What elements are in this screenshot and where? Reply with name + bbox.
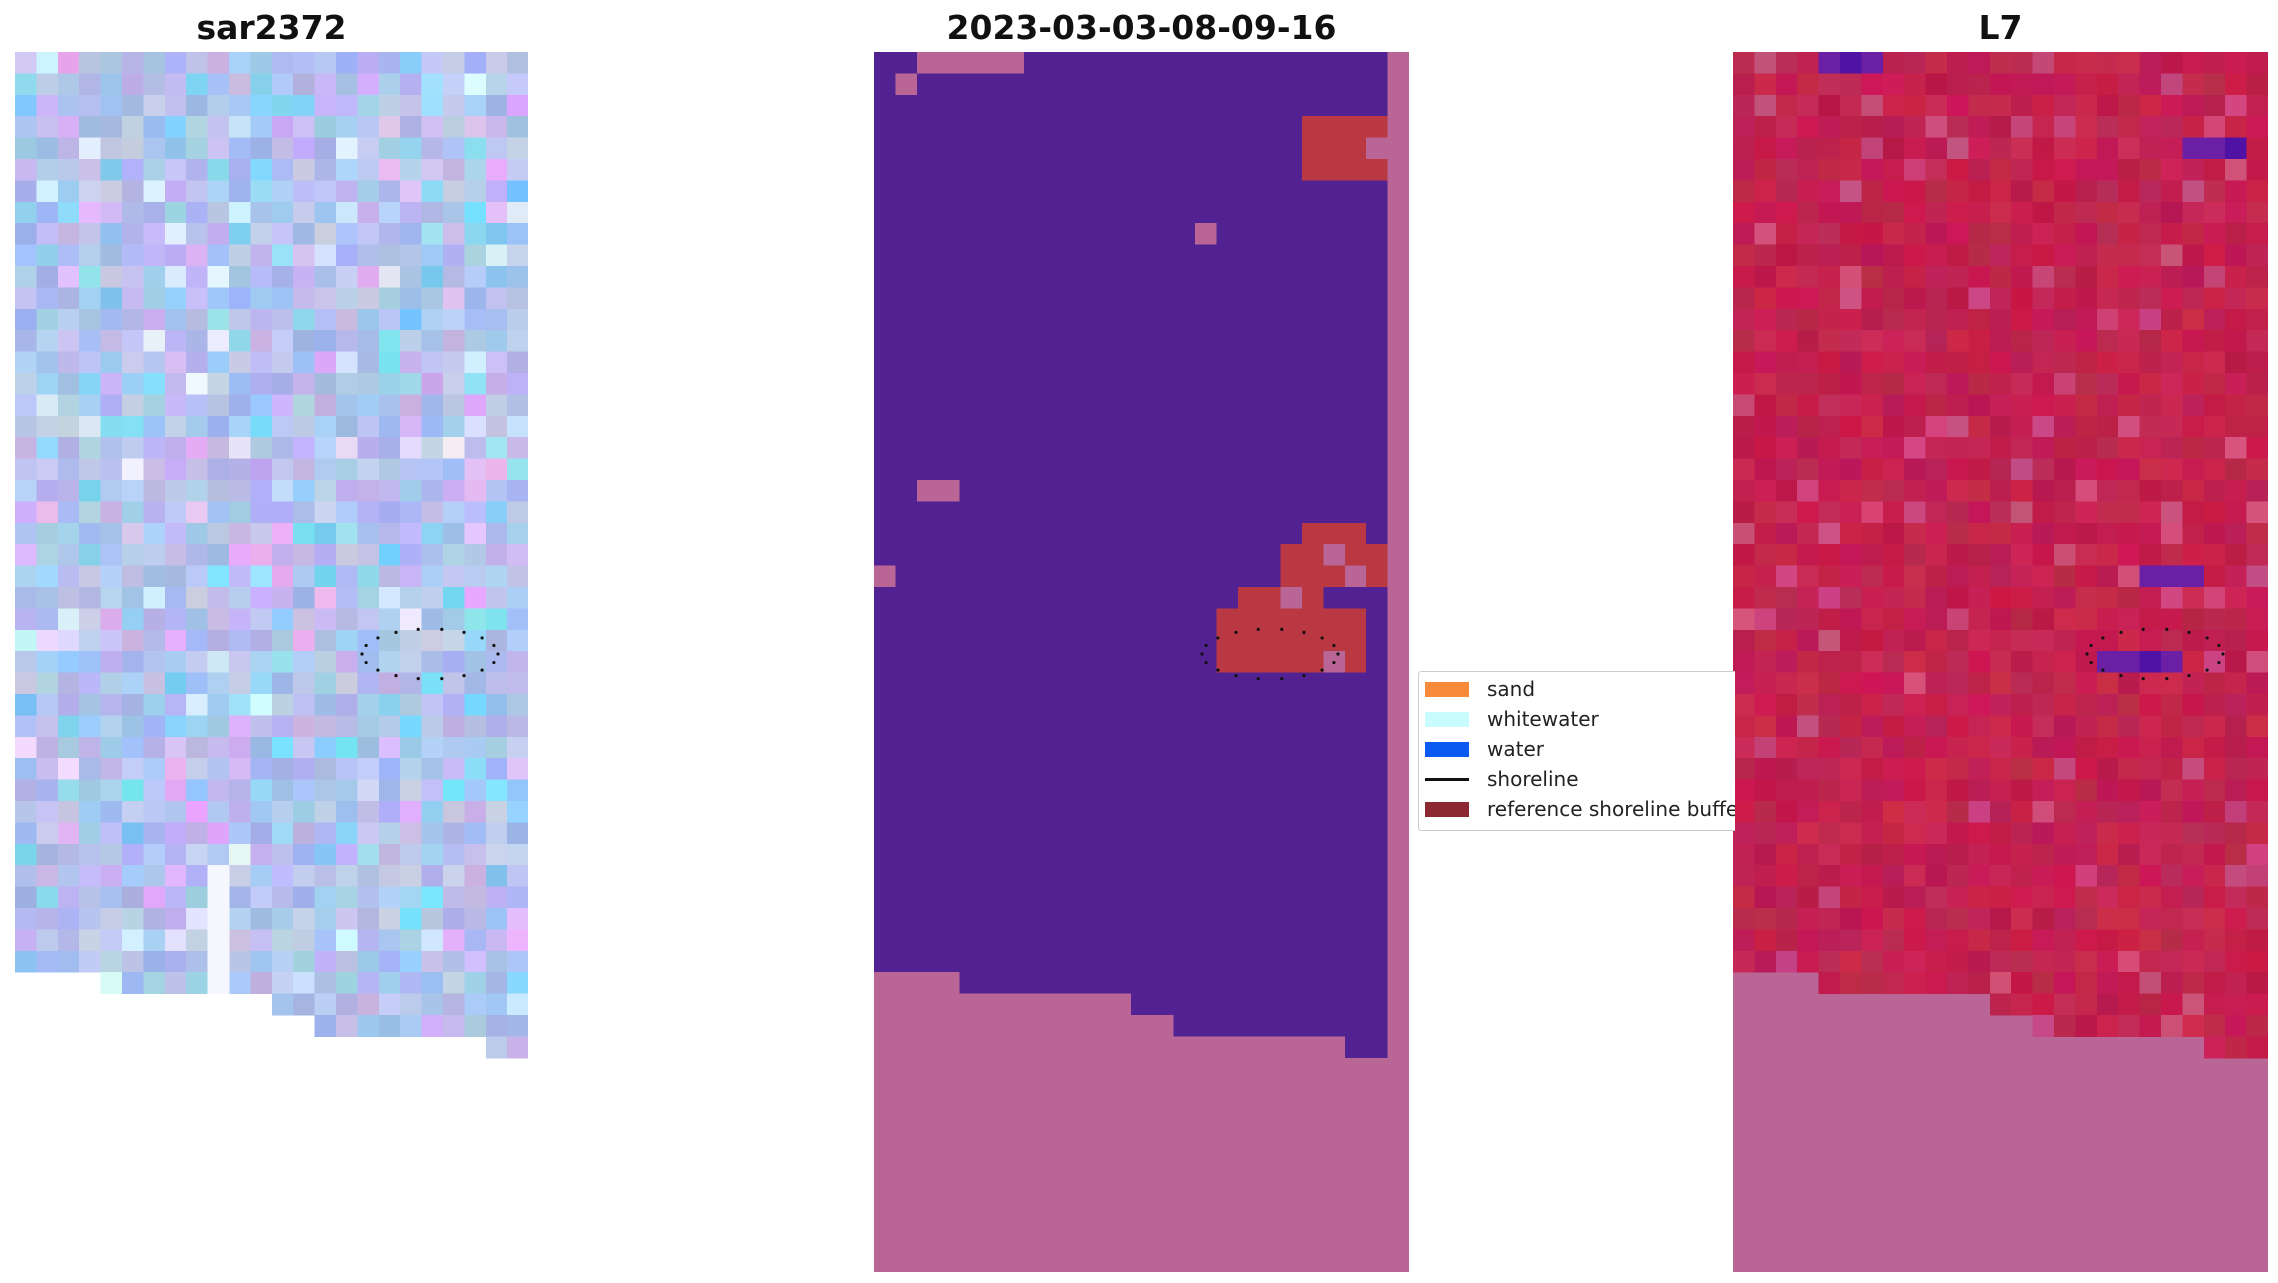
shoreline-point [1280, 627, 1284, 631]
shoreline-point [394, 630, 398, 634]
shoreline-point [2101, 636, 2105, 640]
shoreline-points-sar [360, 627, 500, 681]
l7-pixel-grid [1733, 52, 2268, 1272]
l7-image-panel [1733, 52, 2268, 1272]
shoreline-point [1302, 674, 1306, 678]
shoreline-point [2141, 627, 2145, 631]
shoreline-point [2089, 643, 2093, 648]
shoreline-point [364, 660, 368, 665]
shoreline-point [462, 674, 466, 678]
shoreline-point [2217, 660, 2221, 665]
shoreline-point [1216, 636, 1220, 640]
shoreline-point [480, 636, 484, 640]
shoreline-point [1200, 652, 1204, 656]
shoreline-point [1234, 674, 1238, 678]
shoreline-point [2205, 668, 2209, 672]
shoreline-point [462, 630, 466, 634]
shoreline-point [376, 636, 380, 640]
shoreline-point [2187, 630, 2191, 634]
panel-title-sar: sar2372 [196, 8, 347, 47]
shoreline-point [2119, 630, 2123, 634]
legend-item-shoreline: shoreline [1425, 765, 1579, 793]
legend-label-sand: sand [1487, 677, 1536, 701]
shoreline-point [376, 668, 380, 672]
legend-label-whitewater: whitewater [1487, 707, 1599, 731]
shoreline-point [2085, 652, 2089, 656]
shoreline-point [1256, 627, 1260, 631]
shoreline-points-classification [1200, 627, 1340, 681]
shoreline-point [364, 643, 368, 648]
sar-image-panel [15, 52, 528, 1059]
legend-label-reference-buffer: reference shoreline buffer [1487, 797, 1735, 821]
shoreline-point [2221, 652, 2225, 656]
shoreline-point [1332, 643, 1336, 648]
classification-panel [874, 52, 1409, 1272]
shoreline-point [2119, 674, 2123, 678]
legend-line-shoreline [1425, 777, 1469, 781]
shoreline-point [2101, 668, 2105, 672]
classification-pixel-grid [874, 52, 1409, 1272]
shoreline-point [1204, 643, 1208, 648]
shoreline-point [440, 677, 444, 681]
shoreline-point [2089, 660, 2093, 665]
shoreline-point [1204, 660, 1208, 665]
shoreline-point [1280, 677, 1284, 681]
legend-item-reference-buffer: reference shoreline buffer [1425, 795, 1735, 823]
shoreline-point [1320, 668, 1324, 672]
legend-swatch-reference-buffer [1425, 801, 1469, 817]
shoreline-point [2187, 674, 2191, 678]
legend-label-water: water [1487, 737, 1544, 761]
legend-swatch-water [1425, 741, 1469, 757]
shoreline-point [492, 643, 496, 648]
shoreline-point [492, 660, 496, 665]
shoreline-point [416, 627, 420, 631]
shoreline-point [2217, 643, 2221, 648]
shoreline-point [1336, 652, 1340, 656]
shoreline-point [1320, 636, 1324, 640]
shoreline-point [360, 652, 364, 656]
shoreline-point [1332, 660, 1336, 665]
legend: sand whitewater water shoreline referenc… [1418, 671, 1735, 831]
shoreline-point [1216, 668, 1220, 672]
legend-swatch-sand [1425, 681, 1469, 697]
legend-label-shoreline: shoreline [1487, 767, 1579, 791]
legend-item-whitewater: whitewater [1425, 705, 1599, 733]
shoreline-points-l7 [2085, 627, 2225, 681]
shoreline-point [394, 674, 398, 678]
shoreline-point [1256, 677, 1260, 681]
legend-swatch-whitewater [1425, 711, 1469, 727]
sar-pixel-grid [15, 52, 528, 1059]
shoreline-point [1302, 630, 1306, 634]
shoreline-point [2141, 677, 2145, 681]
panel-title-l7: L7 [1978, 8, 2023, 47]
legend-item-sand: sand [1425, 675, 1535, 703]
shoreline-point [1234, 630, 1238, 634]
shoreline-point [2165, 627, 2169, 631]
shoreline-point [480, 668, 484, 672]
shoreline-point [2165, 677, 2169, 681]
shoreline-point [416, 677, 420, 681]
panel-title-classification: 2023-03-03-08-09-16 [946, 8, 1337, 47]
legend-item-water: water [1425, 735, 1544, 763]
shoreline-point [2205, 636, 2209, 640]
shoreline-point [440, 627, 444, 631]
shoreline-point [496, 652, 500, 656]
